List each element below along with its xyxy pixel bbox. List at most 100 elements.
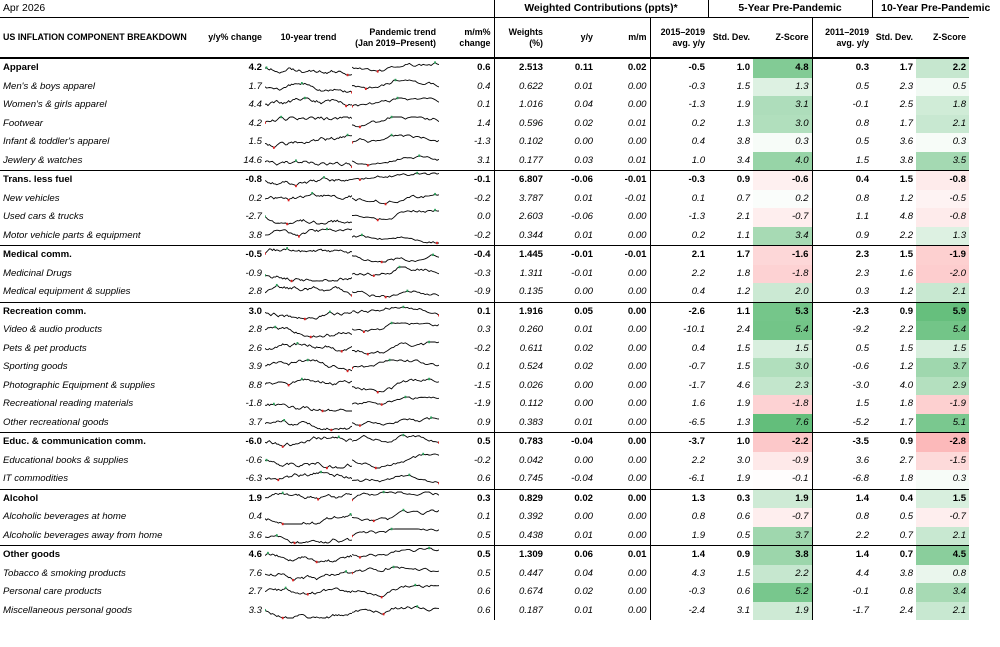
avg-10yr-cell: -1.7: [811, 601, 873, 620]
sparkline-trough-marker: [321, 410, 324, 413]
contribution-mm-cell: 0.00: [627, 267, 647, 279]
avg-10yr-cell: 0.9: [811, 226, 873, 246]
trend-10yr-sparkline: [265, 527, 352, 546]
contribution-mm-cell: -0.01: [624, 192, 647, 204]
contribution-yy-cell: 0.06: [546, 545, 596, 565]
sparkline-peak-marker: [320, 471, 322, 474]
col-weights: Weights (%): [493, 17, 546, 59]
trend-10yr-sparkline: [265, 583, 352, 602]
sparkline-trough-marker: [346, 74, 349, 77]
z-score-10yr-cell: 1.8: [916, 96, 970, 115]
std-5yr-cell: 1.7: [708, 245, 754, 265]
sparkline-peak-marker: [323, 176, 325, 179]
std-10yr-cell: 0.4: [872, 488, 917, 508]
sparkline-trough-marker: [290, 279, 293, 282]
component-label: Pets & pet products: [3, 342, 87, 354]
z-score-5yr-cell: 1.5: [753, 339, 813, 358]
sparkline-peak-marker: [390, 322, 393, 325]
weight-cell: 0.260: [493, 321, 546, 340]
std-10yr-cell: 1.2: [899, 286, 914, 298]
pandemic-trend-sparkline: [352, 583, 439, 602]
contribution-mm-cell: 0.00: [627, 80, 647, 92]
trend-10yr-sparkline: [265, 321, 352, 340]
z-score-5yr-cell: 3.4: [753, 226, 813, 246]
z-score-10yr-cell: 2.1: [916, 601, 970, 620]
component-label: Educ. & communication comm.: [0, 432, 190, 452]
sparkline-trough-marker: [352, 367, 353, 370]
mm-change-cell: 1.4: [477, 117, 491, 129]
yy-change-cell: 7.6: [248, 567, 262, 579]
z-score-5yr-cell: 1.9: [753, 601, 813, 620]
sparkline-peak-marker: [416, 604, 419, 608]
contribution-mm-cell: 0.00: [627, 398, 647, 410]
sparkline-peak-marker: [281, 491, 284, 494]
sparkline-peak-marker: [346, 134, 349, 137]
component-row: Alcoholic beverages away from home 3.6 0.5…: [0, 526, 999, 546]
pandemic-trend-sparkline: [352, 227, 439, 246]
std-10yr-cell: 3.8: [899, 567, 914, 579]
weight-cell: 2.603: [493, 208, 546, 227]
std-5yr-cell: 1.9: [736, 99, 751, 111]
contribution-yy-cell: 0.02: [574, 361, 593, 373]
contribution-mm-cell: 0.00: [627, 229, 647, 241]
z-score-5yr-cell: 3.0: [753, 114, 813, 133]
sparkline-peak-marker: [303, 97, 306, 100]
contribution-mm-cell: 0.00: [627, 473, 647, 485]
std-10yr-cell: 0.7: [899, 529, 914, 541]
z-score-5yr-cell: 0.3: [753, 133, 813, 152]
weight-cell: 1.311: [493, 264, 546, 283]
yy-change-cell: 3.9: [248, 361, 262, 373]
yy-change-cell: -0.5: [190, 245, 265, 265]
std-5yr-cell: 1.8: [736, 267, 751, 279]
component-row: Used cars & trucks -2.7 0.0 2.603 -0.06 0.00-…: [0, 208, 999, 227]
weight-cell: 0.392: [493, 508, 546, 527]
yy-change-cell: 1.9: [190, 488, 265, 508]
sparkline-peak-marker: [329, 310, 331, 313]
sparkline-trough-marker: [272, 146, 275, 150]
z-score-10yr-cell: -1.9: [916, 395, 970, 414]
weighted-contributions-title: Weighted Contributions (ppts)*: [493, 0, 709, 18]
sparkline-peak-marker: [434, 61, 436, 64]
std-5yr-cell: 0.9: [708, 170, 754, 190]
sparkline-trough-marker: [384, 296, 387, 299]
component-label: Other goods: [0, 545, 190, 565]
pandemic-trend-sparkline: [352, 545, 439, 565]
sparkline-trough-marker: [287, 383, 290, 387]
avg-5yr-cell: 0.1: [649, 189, 709, 208]
five-year-title: 5-Year Pre-Pandemic: [707, 0, 873, 18]
avg-10yr-cell: 1.5: [811, 395, 873, 414]
std-5yr-cell: 1.1: [736, 229, 751, 241]
pandemic-trend-sparkline: [352, 152, 439, 171]
sparkline-trough-marker: [352, 141, 353, 144]
inflation-breakdown-table: Apr 2026 Weighted Contributions (ppts)* …: [0, 0, 999, 620]
component-label: Jewlery & watches: [3, 154, 83, 166]
trend-10yr-sparkline: [265, 78, 352, 97]
std-5yr-cell: 1.5: [736, 80, 751, 92]
std-10yr-cell: 0.9: [872, 432, 917, 452]
component-row: IT commodities -6.3 0.6 0.745 -0.04 0.00 -6.1 1…: [0, 470, 999, 489]
contribution-yy-cell: 0.02: [574, 586, 593, 598]
avg-10yr-cell: -0.6: [811, 358, 873, 377]
sparkline-trough-marker: [281, 616, 284, 619]
yy-change-cell: 2.6: [248, 342, 262, 354]
trend-10yr-sparkline: [265, 265, 352, 284]
avg-10yr-cell: 0.5: [811, 133, 873, 152]
pandemic-trend-sparkline: [352, 340, 439, 359]
sparkline-trough-marker: [277, 478, 280, 482]
component-row: Jewlery & watches 14.6 3.1 0.177 0.03 0.01 1.0…: [0, 151, 999, 171]
z-score-10yr-cell: -0.8: [916, 170, 970, 190]
avg-5yr-cell: 1.6: [649, 395, 709, 414]
trend-10yr-sparkline: [265, 377, 352, 396]
std-5yr-cell: 2.1: [736, 211, 751, 223]
std-10yr-cell: 1.5: [872, 170, 917, 190]
contribution-mm-cell: 0.00: [627, 586, 647, 598]
contribution-mm-cell: 0.00: [627, 361, 647, 373]
std-10yr-cell: 2.7: [899, 454, 914, 466]
component-label: Medical equipment & supplies: [3, 286, 131, 298]
contribution-yy-cell: 0.01: [574, 604, 593, 616]
z-score-5yr-cell: -1.6: [753, 245, 813, 265]
sparkline-trough-marker: [265, 121, 266, 124]
col-z-5yr: Z-Score: [753, 17, 813, 59]
weight-cell: 0.611: [493, 339, 546, 358]
contribution-yy-cell: 0.03: [574, 154, 593, 166]
